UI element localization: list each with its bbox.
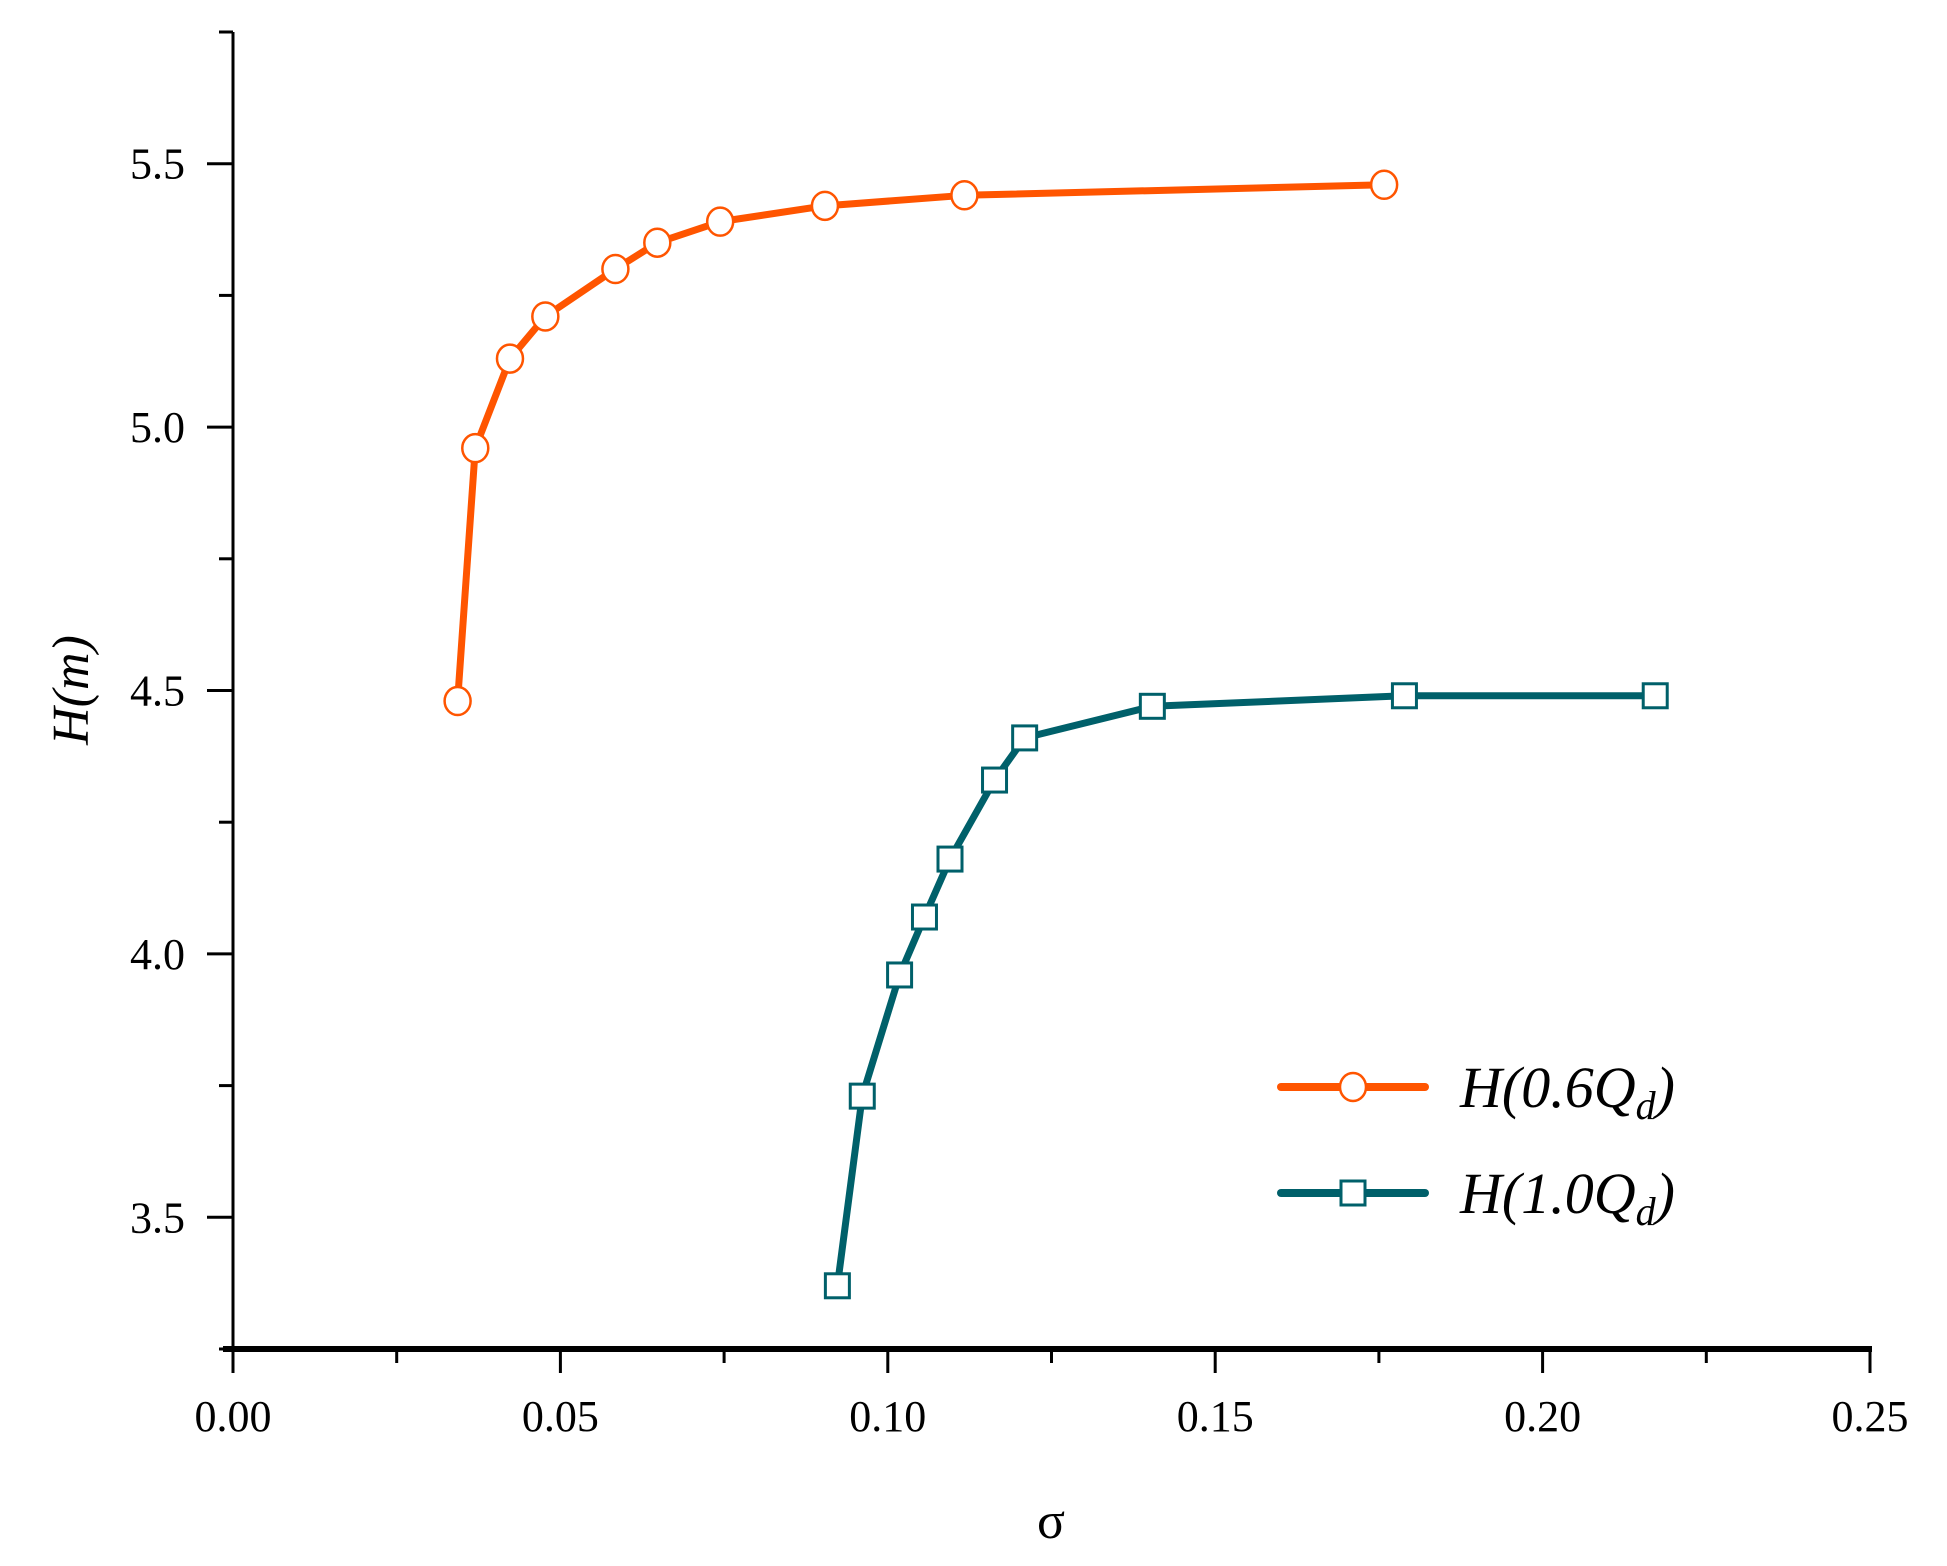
data-point <box>981 766 1009 794</box>
data-point <box>495 343 525 374</box>
data-point <box>848 1082 876 1110</box>
data-point <box>443 685 472 717</box>
legend-item-1: H(0.6Qd) <box>1277 1055 1675 1128</box>
axes: 0.00 0.05 0.10 0.15 0.20 0.25 3.5 4.0 4.5 5.0 5.5 <box>130 30 1909 1441</box>
legend-item-2: H(1.0Qd) <box>1277 1161 1675 1234</box>
data-point <box>601 253 630 285</box>
x-tick-label: 0.05 <box>522 1392 599 1441</box>
series-2 <box>823 682 1669 1300</box>
y-tick-label: 4.0 <box>130 930 185 979</box>
data-point <box>950 180 979 211</box>
data-point <box>531 301 560 332</box>
legend-label: H(1.0Qd) <box>1459 1161 1675 1234</box>
x-axis-title: σ <box>1037 1493 1065 1550</box>
y-axis-title: H(m) <box>43 635 100 746</box>
series-line <box>833 692 1656 1287</box>
data-point <box>910 903 938 931</box>
x-tick-label: 0.00 <box>195 1392 272 1441</box>
x-tick-label: 0.10 <box>849 1392 926 1441</box>
y-tick-label: 3.5 <box>130 1193 185 1242</box>
data-point <box>705 206 735 237</box>
data-point <box>1138 692 1166 720</box>
data-point <box>1011 724 1039 752</box>
y-tick-label: 5.5 <box>130 140 185 189</box>
data-point <box>461 432 490 464</box>
data-point <box>936 845 964 873</box>
data-point <box>1390 682 1418 710</box>
legend: H(0.6Qd) H(1.0Qd) <box>1277 1055 1675 1234</box>
data-point <box>823 1272 851 1300</box>
x-tick-label: 0.25 <box>1832 1392 1909 1441</box>
legend-marker <box>1339 1179 1367 1207</box>
legend-label: H(0.6Qd) <box>1459 1055 1675 1128</box>
x-tick-label: 0.15 <box>1177 1392 1254 1441</box>
series-1 <box>443 169 1399 717</box>
data-point <box>643 227 672 258</box>
data-point <box>810 190 840 222</box>
x-tick-label: 0.20 <box>1504 1392 1581 1441</box>
data-point <box>1369 169 1399 201</box>
series-layer <box>443 169 1669 1300</box>
y-tick-label: 5.0 <box>130 403 185 452</box>
y-tick-label: 4.5 <box>130 667 185 716</box>
data-point <box>886 961 914 989</box>
legend-marker <box>1338 1071 1368 1103</box>
series-line <box>454 181 1385 702</box>
data-point <box>1641 682 1669 710</box>
